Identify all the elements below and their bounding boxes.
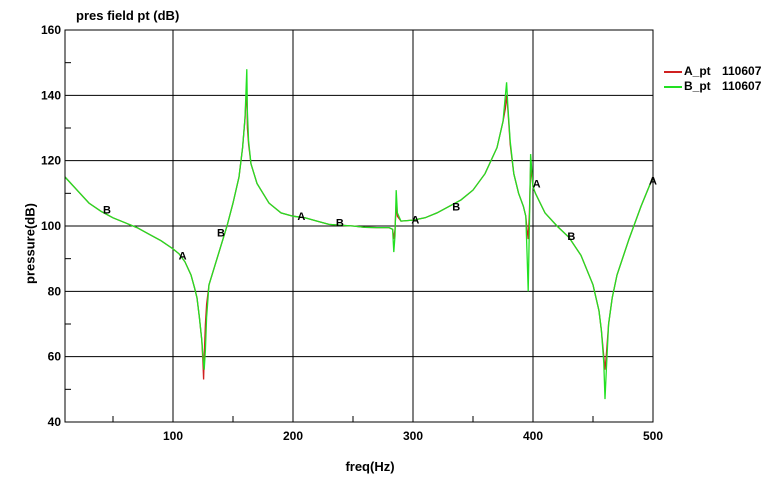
y-axis-label: pressure(dB) — [22, 203, 38, 284]
series-marker-b: B — [103, 205, 111, 217]
legend-label-b: B_pt — [684, 79, 711, 93]
y-tick-label: 40 — [48, 415, 62, 429]
x-tick-label: 400 — [523, 429, 543, 443]
y-tick-label: 100 — [41, 219, 61, 233]
y-tick-label: 60 — [48, 350, 62, 364]
legend-swatch-b — [664, 85, 682, 88]
series-marker-a: A — [179, 250, 187, 262]
y-tick-label: 160 — [41, 23, 61, 37]
x-tick-label: 200 — [283, 429, 303, 443]
axis-ticks: 100 200 300 400 500 40 60 80 100 120 140 160 — [41, 23, 663, 443]
series-marker-b: B — [452, 201, 460, 213]
x-axis-label: freq(Hz) — [345, 459, 395, 474]
x-tick-label: 500 — [643, 429, 663, 443]
y-tick-label: 120 — [41, 154, 61, 168]
legend-item-b: B_pt 110607 — [664, 79, 761, 94]
series-line-b — [64, 69, 654, 400]
y-tick-label: 140 — [41, 88, 61, 102]
series-marker-a: A — [411, 214, 419, 226]
y-tick-label: 80 — [48, 284, 62, 298]
legend-swatch-a — [664, 70, 682, 73]
series-marker-b: B — [217, 228, 225, 240]
plot-frame — [64, 29, 654, 423]
legend-value-a: 110607 — [722, 64, 762, 78]
chart-title: pres field pt (dB) — [76, 8, 180, 23]
series-marker-a: A — [297, 211, 305, 223]
legend-value-b: 110607 — [722, 79, 762, 93]
legend: A_pt 110607 B_pt 110607 — [664, 64, 761, 94]
legend-item-a: A_pt 110607 — [664, 64, 761, 79]
series-marker-a: A — [533, 179, 541, 191]
legend-label-a: A_pt — [684, 64, 711, 78]
series-marker-b: B — [336, 218, 344, 230]
series-lines — [64, 69, 654, 400]
x-tick-label: 300 — [403, 429, 423, 443]
x-tick-label: 100 — [163, 429, 183, 443]
series-marker-b: B — [567, 231, 575, 243]
